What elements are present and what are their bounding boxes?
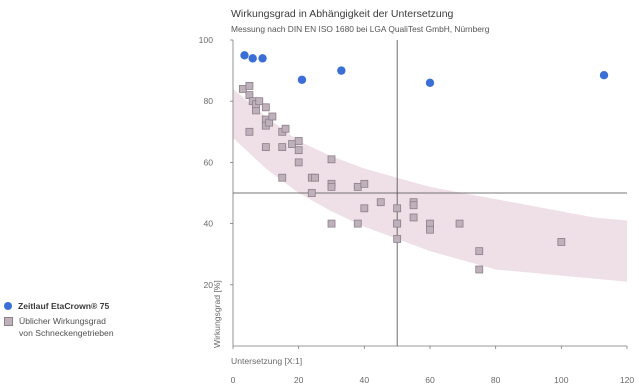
y-tick-label: 20 — [203, 280, 213, 290]
square-marker-icon — [4, 317, 13, 326]
worm-gear-point — [353, 219, 362, 228]
worm-gear-point — [409, 201, 418, 210]
legend-label-etacrown: Zeitlauf EtaCrown® 75 — [18, 301, 110, 311]
etacrown-point — [258, 54, 267, 63]
etacrown-point — [337, 66, 346, 75]
etacrown-point — [248, 54, 257, 63]
y-axis-label: Wirkungsgrad [%] — [212, 280, 222, 348]
axis-layer: 20 40 60 80 100 0 20 40 60 80 100 120 — [199, 35, 635, 385]
worm-gear-point — [294, 137, 303, 145]
y-tick-label: 80 — [203, 96, 213, 106]
worm-gear-point — [393, 219, 402, 228]
worm-gear-point — [245, 127, 254, 136]
worm-gear-point — [353, 182, 362, 191]
worm-gear-point — [238, 85, 247, 93]
worm-gear-point — [255, 97, 264, 106]
x-tick-label: 0 — [231, 375, 236, 385]
worm-gear-point — [261, 143, 270, 152]
legend-label-worm-line1: Üblicher Wirkungsgrad — [19, 316, 106, 326]
legend-item-etacrown: Zeitlauf EtaCrown® 75 — [4, 300, 114, 312]
worm-gear-point — [288, 140, 297, 148]
x-tick-label: 40 — [360, 375, 370, 385]
band-layer — [233, 88, 627, 282]
efficiency-band — [233, 88, 627, 282]
x-tick-label: 60 — [425, 375, 435, 385]
x-tick-label: 100 — [554, 375, 569, 385]
worm-gear-point — [393, 204, 402, 213]
x-tick-label: 20 — [294, 375, 304, 385]
worm-gear-point — [278, 143, 287, 152]
etacrown-point — [240, 51, 249, 60]
etacrown-point — [297, 75, 307, 84]
chart-title: Wirkungsgrad in Abhängigkeit der Unterse… — [231, 8, 454, 20]
worm-gear-point — [294, 158, 303, 167]
points-layer — [238, 51, 609, 274]
x-tick-label: 80 — [491, 375, 501, 385]
worm-gear-point — [327, 155, 336, 164]
worm-gear-point — [557, 238, 566, 246]
x-axis-label: Untersetzung [X:1] — [231, 356, 302, 366]
worm-gear-point — [281, 124, 290, 133]
worm-gear-point — [455, 219, 464, 228]
y-tick-label: 40 — [203, 219, 213, 229]
circle-marker-icon — [4, 302, 12, 310]
worm-gear-point — [268, 112, 277, 121]
worm-gear-point — [360, 179, 369, 188]
y-tick-label: 60 — [203, 157, 213, 167]
worm-gear-point — [245, 82, 254, 90]
chart-subtitle: Messung nach DIN EN ISO 1680 bei LGA Qua… — [231, 24, 490, 34]
legend-item-worm: Üblicher Wirkungsgrad von Schneckengetri… — [4, 315, 114, 339]
y-tick-label: 100 — [199, 35, 214, 45]
worm-gear-point — [426, 225, 434, 234]
worm-gear-point — [311, 173, 319, 182]
worm-gear-point — [376, 198, 385, 207]
etacrown-point — [425, 78, 435, 88]
worm-gear-point — [261, 103, 270, 112]
worm-gear-point — [475, 247, 484, 256]
worm-gear-point — [327, 219, 336, 228]
etacrown-point — [599, 70, 609, 80]
legend: Zeitlauf EtaCrown® 75 Üblicher Wirkungsg… — [4, 300, 114, 342]
worm-gear-point — [393, 234, 402, 243]
worm-gear-point — [294, 146, 303, 155]
worm-gear-point — [475, 265, 484, 274]
legend-label-worm: Üblicher Wirkungsgrad von Schneckengetri… — [19, 315, 114, 339]
worm-gear-point — [307, 189, 316, 197]
worm-gear-point — [327, 182, 336, 191]
legend-label-worm-line2: von Schneckengetrieben — [19, 328, 114, 338]
worm-gear-point — [278, 173, 287, 182]
worm-gear-point — [360, 204, 369, 213]
x-tick-label: 120 — [620, 375, 635, 385]
worm-gear-point — [409, 213, 418, 222]
